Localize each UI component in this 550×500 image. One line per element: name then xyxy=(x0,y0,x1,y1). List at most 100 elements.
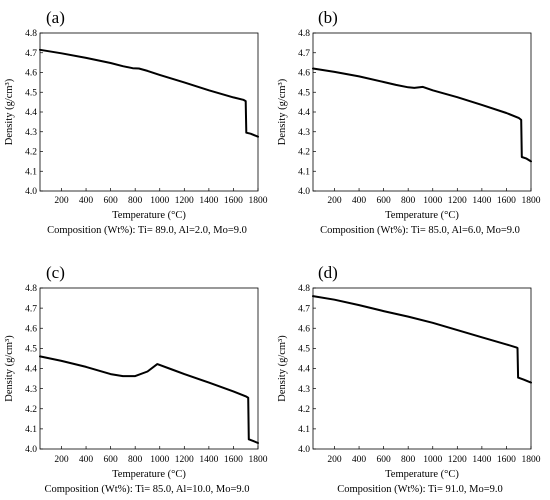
x-tick-label: 800 xyxy=(401,196,416,206)
x-tick-label: 1000 xyxy=(150,455,169,465)
x-tick-label: 400 xyxy=(352,196,367,206)
y-tick-label: 4.2 xyxy=(298,148,310,158)
x-tick-label: 600 xyxy=(103,196,118,206)
x-tick-label: 1800 xyxy=(249,196,268,206)
y-tick-label: 4.3 xyxy=(298,385,310,395)
y-tick-label: 4.0 xyxy=(25,187,37,197)
x-tick-label: 200 xyxy=(54,455,69,465)
density-series-line xyxy=(39,48,259,138)
y-tick-label: 4.3 xyxy=(25,385,37,395)
y-axis-title: Density (g/cm³) xyxy=(4,335,15,402)
x-tick-label: 1400 xyxy=(199,455,218,465)
y-tick-label: 4.3 xyxy=(25,128,37,138)
x-tick-label: 1600 xyxy=(224,196,243,206)
x-tick-label: 1800 xyxy=(522,196,541,206)
y-tick-label: 4.4 xyxy=(298,365,310,375)
x-axis-title: Temperature (°C) xyxy=(112,469,186,480)
x-tick-label: 600 xyxy=(376,196,391,206)
x-tick-label: 200 xyxy=(54,196,69,206)
y-axis-title: Density (g/cm³) xyxy=(277,78,288,145)
y-tick-label: 4.8 xyxy=(25,284,37,294)
y-tick-label: 4.2 xyxy=(25,405,37,415)
density-series-line xyxy=(39,355,259,444)
x-tick-label: 1000 xyxy=(150,196,169,206)
y-tick-label: 4.1 xyxy=(298,167,310,177)
y-tick-label: 4.0 xyxy=(25,445,37,455)
x-tick-label: 400 xyxy=(79,455,94,465)
y-tick-label: 4.5 xyxy=(25,345,37,355)
x-tick-label: 1800 xyxy=(249,455,268,465)
panel-label: (d) xyxy=(318,263,338,282)
y-tick-label: 4.5 xyxy=(298,345,310,355)
y-tick-label: 4.6 xyxy=(298,69,310,79)
panel-3: 4.0 4.1 4.2 4.3 4.4 4.5 4.6 4.7 4.8 200 400 600 800 1… xyxy=(4,263,268,495)
x-tick-label: 600 xyxy=(103,455,118,465)
y-tick-label: 4.7 xyxy=(298,304,310,314)
y-tick-label: 4.2 xyxy=(298,405,310,415)
panel-label: (a) xyxy=(46,8,65,27)
x-axis-title: Temperature (°C) xyxy=(112,210,186,221)
x-tick-label: 1600 xyxy=(497,455,516,465)
y-tick-label: 4.7 xyxy=(25,304,37,314)
x-axis-title: Temperature (°C) xyxy=(385,210,459,221)
y-tick-label: 4.6 xyxy=(25,69,37,79)
x-tick-label: 1000 xyxy=(423,196,442,206)
y-tick-label: 4.1 xyxy=(25,167,37,177)
x-tick-label: 1600 xyxy=(497,196,516,206)
y-tick-label: 4.8 xyxy=(298,29,310,39)
x-tick-label: 800 xyxy=(128,455,143,465)
x-tick-label: 800 xyxy=(401,455,416,465)
y-tick-label: 4.6 xyxy=(298,324,310,334)
y-tick-label: 4.3 xyxy=(298,128,310,138)
y-tick-label: 4.4 xyxy=(25,108,37,118)
x-tick-label: 800 xyxy=(128,196,143,206)
plot-frame xyxy=(39,32,259,192)
y-tick-label: 4.2 xyxy=(25,148,37,158)
panel-4: 4.0 4.1 4.2 4.3 4.4 4.5 4.6 4.7 4.8 200 400 600 800 1… xyxy=(277,263,541,495)
panel-label: (b) xyxy=(318,8,338,27)
x-tick-label: 1400 xyxy=(472,455,491,465)
y-tick-label: 4.1 xyxy=(25,425,37,435)
y-tick-label: 4.4 xyxy=(25,365,37,375)
x-tick-label: 200 xyxy=(327,196,342,206)
x-tick-label: 1400 xyxy=(199,196,218,206)
composition-caption: Composition (Wt%): Ti= 85.0, Al=6.0, Mo=… xyxy=(320,225,520,236)
y-tick-label: 4.0 xyxy=(298,445,310,455)
x-tick-label: 400 xyxy=(352,455,367,465)
x-axis-title: Temperature (°C) xyxy=(385,469,459,480)
x-tick-label: 200 xyxy=(327,455,342,465)
y-tick-label: 4.1 xyxy=(298,425,310,435)
x-tick-label: 1200 xyxy=(448,455,467,465)
x-tick-label: 600 xyxy=(376,455,391,465)
panel-2: 4.0 4.1 4.2 4.3 4.4 4.5 4.6 4.7 4.8 200 400 600 800 1… xyxy=(277,8,541,236)
y-tick-label: 4.7 xyxy=(25,49,37,59)
y-tick-label: 4.8 xyxy=(298,284,310,294)
y-axis-title: Density (g/cm³) xyxy=(277,335,288,402)
x-tick-label: 1600 xyxy=(224,455,243,465)
plot-frame xyxy=(312,32,532,192)
x-tick-label: 1800 xyxy=(522,455,541,465)
y-tick-label: 4.4 xyxy=(298,108,310,118)
y-tick-label: 4.5 xyxy=(25,88,37,98)
x-tick-label: 1200 xyxy=(175,196,194,206)
density-series-line xyxy=(312,295,532,384)
y-axis-title: Density (g/cm³) xyxy=(4,78,15,145)
composition-caption: Composition (Wt%): Ti= 89.0, Al=2.0, Mo=… xyxy=(47,225,247,236)
y-tick-label: 4.8 xyxy=(25,29,37,39)
density-series-line xyxy=(312,67,532,163)
plot-frame xyxy=(312,287,532,450)
composition-caption: Composition (Wt%): Ti= 91.0, Mo=9.0 xyxy=(337,484,503,495)
y-tick-label: 4.7 xyxy=(298,49,310,59)
composition-caption: Composition (Wt%): Ti= 85.0, Al=10.0, Mo… xyxy=(44,484,249,495)
y-tick-label: 4.5 xyxy=(298,88,310,98)
x-tick-label: 1400 xyxy=(472,196,491,206)
x-tick-label: 400 xyxy=(79,196,94,206)
y-tick-label: 4.0 xyxy=(298,187,310,197)
plot-frame xyxy=(39,287,259,450)
panel-label: (c) xyxy=(46,263,65,282)
x-tick-label: 1200 xyxy=(448,196,467,206)
x-tick-label: 1000 xyxy=(423,455,442,465)
panel-1: 4.0 4.1 4.2 4.3 4.4 4.5 4.6 4.7 4.8 200 400 600 800 1… xyxy=(4,8,268,236)
x-tick-label: 1200 xyxy=(175,455,194,465)
